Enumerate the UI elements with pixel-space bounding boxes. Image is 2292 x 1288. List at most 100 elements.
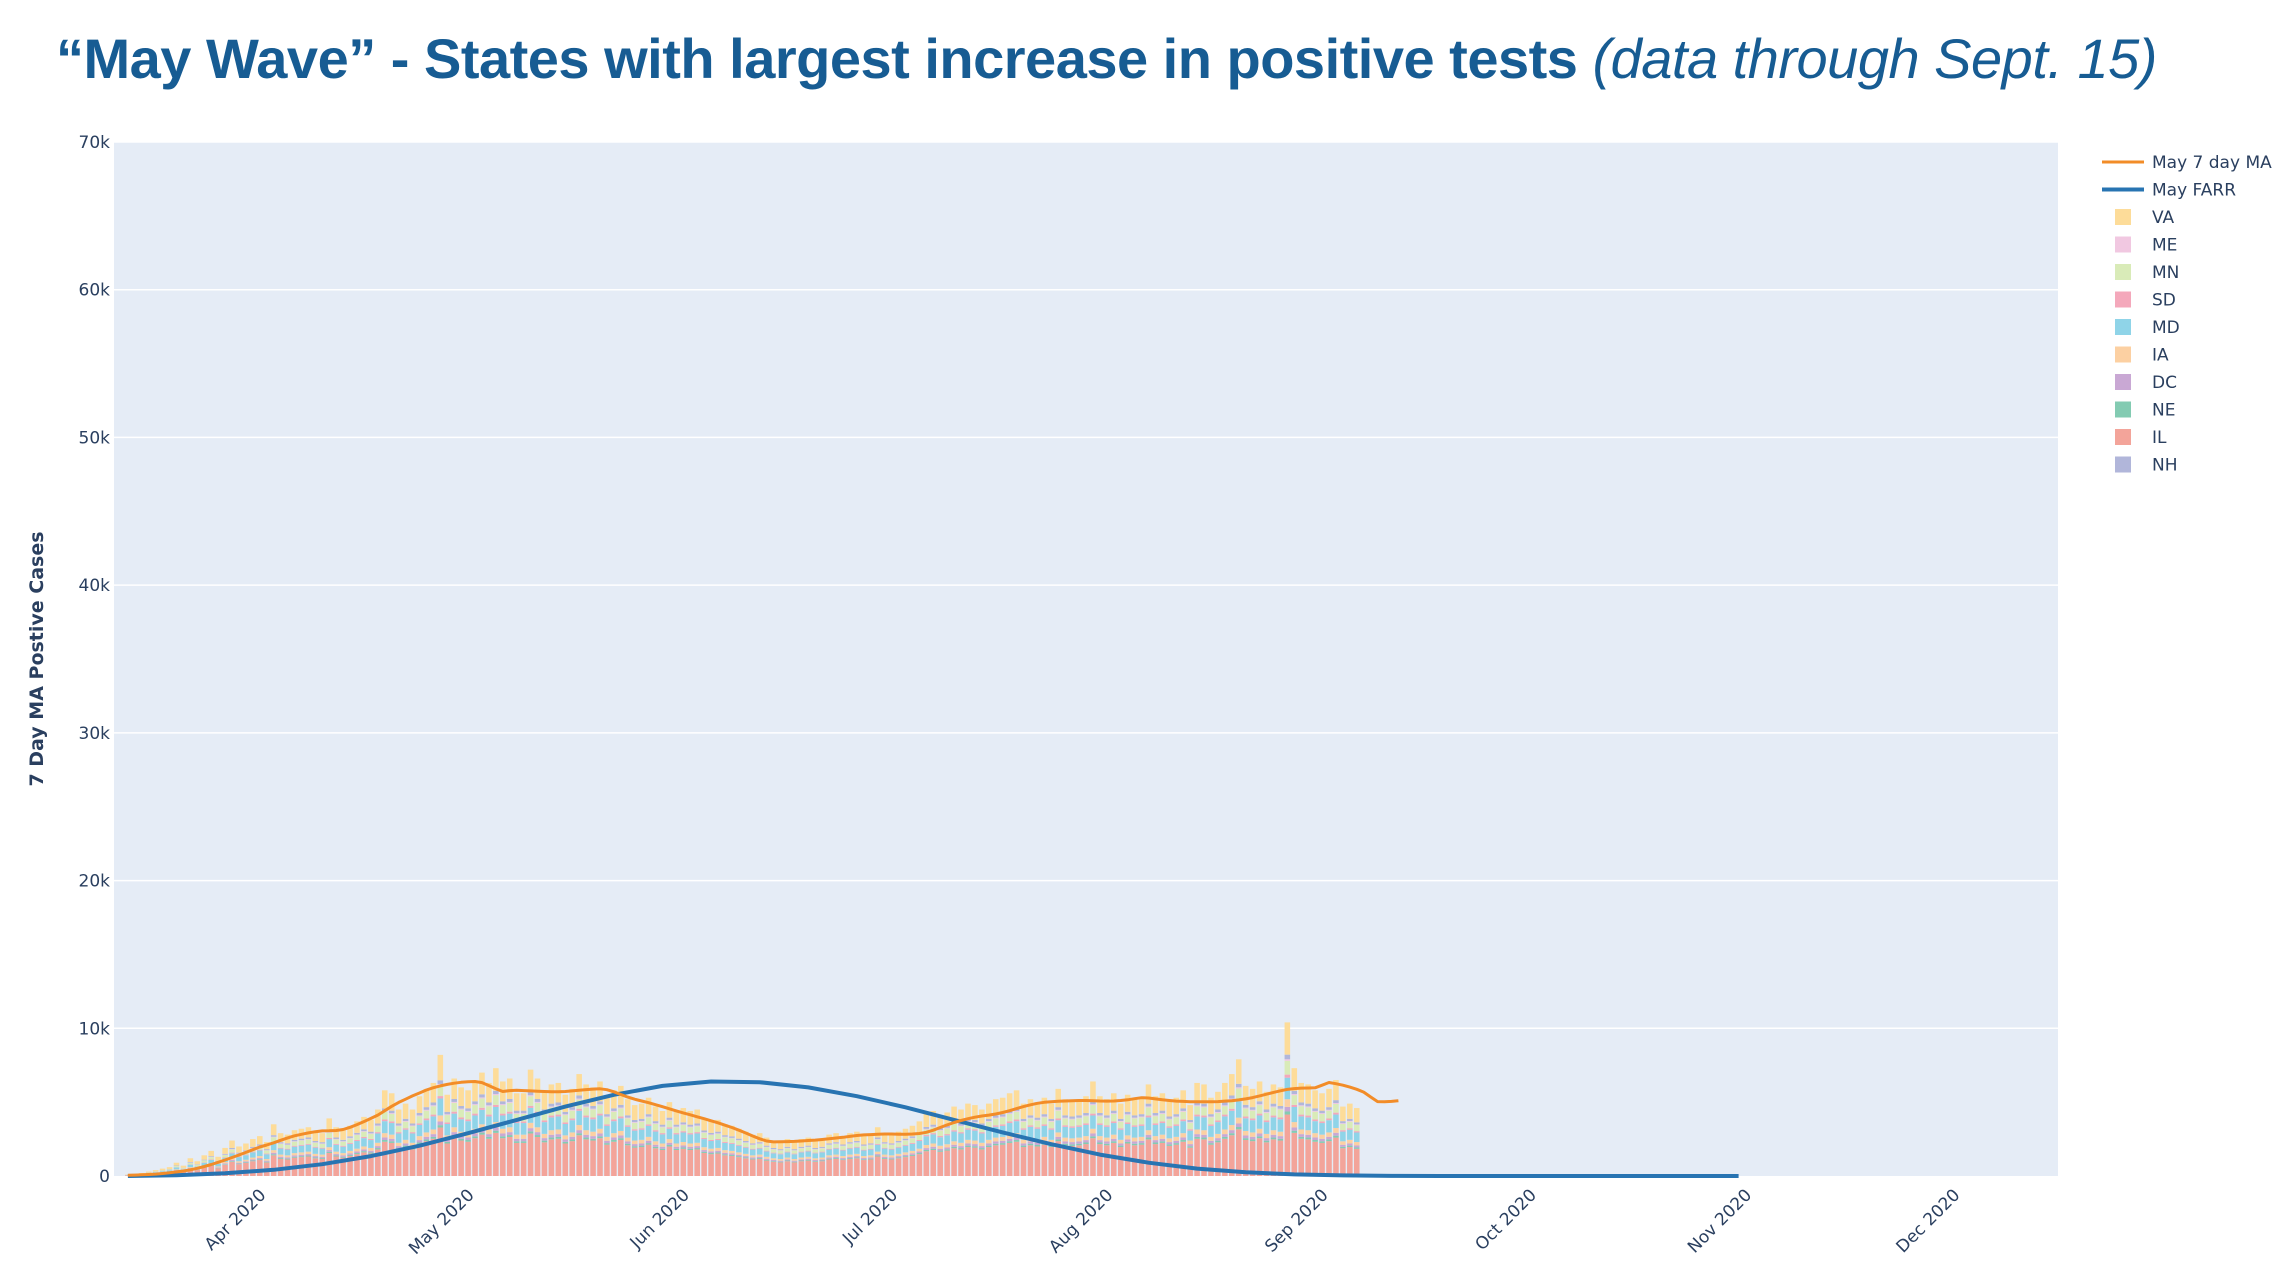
- bar-va: [250, 1139, 256, 1147]
- bar-il: [1069, 1145, 1075, 1176]
- legend-item: NE: [2115, 401, 2175, 421]
- bar-sd: [979, 1132, 985, 1134]
- bar-ne: [1256, 1136, 1263, 1139]
- bar-me: [1201, 1106, 1207, 1108]
- bar-sd: [944, 1134, 950, 1136]
- bar-nh: [652, 1121, 659, 1124]
- bar-sd: [770, 1152, 777, 1154]
- bar-stack: [1347, 1103, 1353, 1176]
- bar-md: [687, 1134, 694, 1144]
- bar-dc: [923, 1148, 930, 1150]
- bar-va: [812, 1140, 818, 1148]
- bar-mn: [1340, 1123, 1346, 1131]
- bar-sd: [805, 1150, 812, 1152]
- bar-dc: [548, 1134, 555, 1138]
- bar-sd: [229, 1152, 235, 1154]
- bar-md: [1041, 1125, 1048, 1137]
- bar-ia: [659, 1143, 666, 1147]
- bar-va: [1180, 1090, 1186, 1109]
- bar-ne: [944, 1149, 950, 1151]
- bar-md: [631, 1130, 638, 1141]
- bar-va: [1131, 1099, 1138, 1116]
- bar-il: [770, 1161, 777, 1176]
- bar-va: [1124, 1094, 1131, 1112]
- bar-ne: [583, 1137, 589, 1140]
- bar-dc: [902, 1154, 909, 1157]
- bar-nh: [347, 1136, 353, 1138]
- bar-il: [937, 1151, 943, 1176]
- bar-ia: [1173, 1136, 1180, 1141]
- bar-md: [1110, 1123, 1117, 1135]
- bar-nh: [236, 1152, 242, 1154]
- bar-va: [527, 1069, 534, 1092]
- bar-il: [1145, 1139, 1152, 1176]
- bar-nh: [444, 1111, 451, 1115]
- bar-me: [409, 1125, 416, 1127]
- bar-sd: [562, 1122, 569, 1124]
- bar-ia: [812, 1158, 818, 1161]
- bar-ne: [1145, 1137, 1152, 1140]
- bar-dc: [340, 1155, 346, 1157]
- bar-ia: [437, 1115, 444, 1122]
- bar-ne: [1090, 1136, 1096, 1139]
- bar-stack: [1152, 1096, 1159, 1176]
- bar-ne: [763, 1159, 770, 1161]
- bar-ia: [909, 1150, 916, 1154]
- bar-ne: [423, 1139, 430, 1142]
- bar-nh: [736, 1138, 742, 1141]
- bar-ia: [465, 1133, 471, 1138]
- bar-ne: [548, 1137, 555, 1140]
- bar-il: [992, 1145, 999, 1176]
- bar-ne: [291, 1156, 298, 1158]
- bar-ne: [333, 1155, 339, 1157]
- bar-mn: [673, 1127, 680, 1134]
- bar-ia: [826, 1155, 832, 1158]
- bar-md: [472, 1115, 478, 1129]
- bar-nh: [291, 1139, 298, 1142]
- bar-mn: [451, 1102, 457, 1112]
- bar-ne: [1187, 1146, 1193, 1148]
- bar-dc: [361, 1149, 367, 1152]
- bar-ne: [1083, 1142, 1089, 1145]
- bar-ia: [1180, 1133, 1186, 1138]
- y-tick-label: 10k: [79, 1019, 111, 1039]
- bar-dc: [423, 1136, 430, 1140]
- bar-me: [923, 1128, 930, 1130]
- bar-me: [1291, 1094, 1298, 1096]
- bar-va: [916, 1121, 923, 1133]
- bar-mn: [513, 1113, 520, 1122]
- bar-stack: [895, 1131, 902, 1176]
- bar-ne: [638, 1145, 645, 1148]
- bar-dc: [326, 1150, 332, 1152]
- bar-nh: [972, 1119, 978, 1123]
- bar-md: [1006, 1123, 1013, 1135]
- bar-il: [590, 1140, 596, 1176]
- bar-nh: [257, 1144, 263, 1146]
- bar-ia: [229, 1158, 235, 1161]
- bar-dc: [666, 1142, 673, 1145]
- bar-nh: [611, 1108, 617, 1111]
- bar-il: [1166, 1145, 1173, 1176]
- bar-mn: [187, 1162, 194, 1165]
- bar-md: [305, 1144, 312, 1152]
- bar-ne: [777, 1161, 784, 1163]
- bar-mn: [229, 1149, 235, 1153]
- bar-ne: [1076, 1143, 1082, 1146]
- bar-dc: [277, 1156, 284, 1159]
- bar-me: [1242, 1107, 1249, 1109]
- bar-md: [1291, 1106, 1298, 1123]
- bar-dc: [534, 1132, 541, 1136]
- bar-sd: [1347, 1128, 1353, 1130]
- y-tick-label: 20k: [79, 872, 111, 892]
- bar-stack: [583, 1084, 589, 1176]
- bar-il: [493, 1132, 499, 1176]
- bar-il: [562, 1143, 569, 1176]
- bar-dc: [986, 1143, 992, 1146]
- bar-sd: [1277, 1117, 1284, 1120]
- bar-md: [298, 1145, 305, 1153]
- bar-mn: [340, 1141, 346, 1146]
- bar-nh: [756, 1142, 763, 1144]
- bar-dc: [1055, 1136, 1061, 1140]
- bar-ia: [1159, 1134, 1166, 1139]
- bar-ne: [1284, 1111, 1291, 1115]
